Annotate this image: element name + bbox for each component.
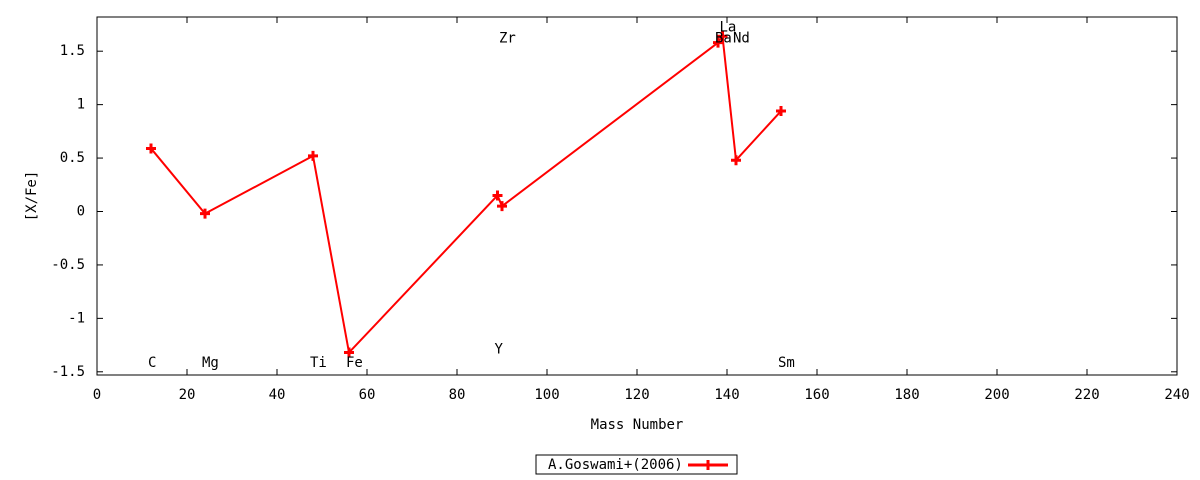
annotation: Ba [715, 30, 732, 46]
y-tick-label: 0.5 [60, 150, 85, 166]
y-tick-label: -0.5 [51, 257, 85, 273]
point [308, 150, 318, 161]
point [344, 347, 354, 358]
annotation: Nd [733, 30, 750, 46]
y-axis-label: [X/Fe] [24, 171, 40, 222]
x-tick-label: 180 [894, 387, 919, 403]
x-tick-label: 160 [804, 387, 829, 403]
annotation: Mg [202, 355, 219, 371]
annotation: Ti [310, 355, 327, 371]
point [146, 143, 156, 154]
y-tick-label: -1.5 [51, 364, 85, 380]
point [200, 208, 210, 219]
x-tick-label: 20 [179, 387, 196, 403]
y-tick-label: -1 [68, 310, 85, 326]
annotation: Fe [346, 355, 363, 371]
annotation: C [148, 355, 156, 371]
x-tick-label: 60 [359, 387, 376, 403]
point [497, 201, 507, 212]
y-tick-label: 0 [77, 203, 85, 219]
x-tick-label: 220 [1074, 387, 1099, 403]
series-line [150, 33, 782, 355]
annotation: Y [495, 341, 504, 357]
point [492, 190, 503, 201]
x-tick-label: 200 [984, 387, 1009, 403]
legend-box [535, 454, 738, 475]
point [713, 37, 723, 48]
plot-frame [96, 16, 1178, 376]
x-axis-label: Mass Number [591, 417, 684, 433]
point [731, 155, 741, 166]
x-tick-label: 240 [1164, 387, 1189, 403]
annotation: Zr [499, 30, 516, 46]
x-tick-label: 120 [624, 387, 649, 403]
annotation: La [720, 20, 737, 36]
x-tick-label: 40 [269, 387, 286, 403]
x-tick-label: 100 [534, 387, 559, 403]
legend-label: A.Goswami+(2006) [548, 457, 683, 473]
annotation: Sm [778, 355, 795, 371]
y-tick-label: 1.5 [60, 43, 85, 59]
point [776, 106, 786, 117]
point [717, 31, 728, 42]
legend-swatch [688, 460, 728, 470]
x-tick-label: 140 [714, 387, 739, 403]
y-tick-label: 1 [77, 97, 85, 113]
x-tick-label: 0 [93, 387, 101, 403]
x-tick-label: 80 [449, 387, 466, 403]
